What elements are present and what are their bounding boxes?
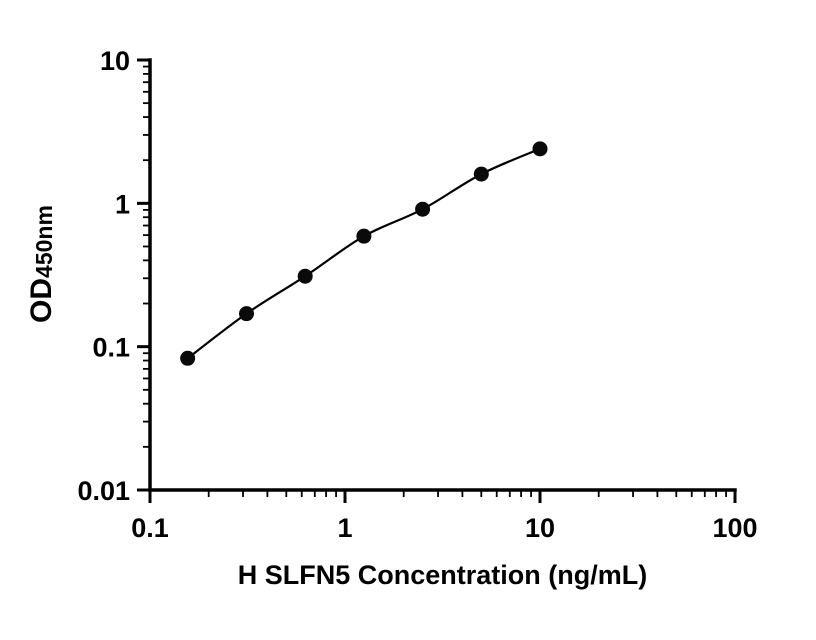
data-point [356, 228, 372, 244]
x-tick-label: 1 [337, 513, 352, 543]
x-axis-label: H SLFN5 Concentration (ng/mL) [237, 560, 648, 590]
x-tick-label: 0.1 [131, 513, 169, 543]
y-axis-label-sub: 450nm [31, 205, 57, 278]
data-point [532, 141, 548, 157]
data-point [180, 350, 196, 366]
standard-curve-line [187, 147, 541, 360]
y-axis-label-main: OD [25, 277, 58, 323]
y-tick-label: 0.01 [77, 476, 130, 506]
data-point [238, 306, 254, 322]
y-tick-label: 10 [100, 46, 130, 76]
data-point [415, 201, 431, 217]
data-point [473, 166, 489, 182]
y-tick-label: 0.1 [92, 333, 130, 363]
y-tick-label: 1 [115, 189, 130, 219]
y-axis-label: OD450nm [25, 154, 67, 374]
data-point [297, 268, 313, 284]
x-tick-label: 100 [712, 513, 757, 543]
x-tick-label: 10 [525, 513, 555, 543]
